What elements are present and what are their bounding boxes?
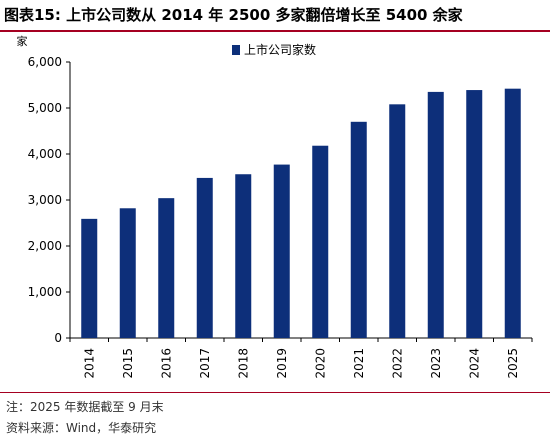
- legend-label: 上市公司家数: [244, 42, 316, 57]
- y-axis-unit-label: 家: [17, 34, 28, 48]
- bar-2020: [312, 145, 329, 338]
- x-tick-label: 2025: [506, 348, 520, 379]
- bar-2015: [119, 208, 136, 338]
- bar-2018: [235, 174, 252, 338]
- y-tick-label: 0: [54, 331, 62, 345]
- y-tick-label: 6,000: [28, 55, 62, 69]
- bar-chart: 家 0 1,000 2,000 3,000 4,000 5,000 6,000 2014 2015…: [17, 34, 533, 379]
- x-tick-label: 2024: [467, 348, 481, 379]
- chart-title: 图表15: 上市公司数从 2014 年 2500 多家翻倍增长至 5400 余家: [4, 6, 463, 24]
- y-tick-label: 3,000: [28, 193, 62, 207]
- y-tick-label: 4,000: [28, 147, 62, 161]
- footnote: 注：2025 年数据截至 9 月末: [6, 400, 164, 414]
- bar-2024: [466, 90, 483, 338]
- legend-swatch: [232, 45, 240, 55]
- bar-2019: [273, 164, 290, 338]
- bar-2021: [350, 121, 367, 338]
- title-divider: [0, 30, 550, 32]
- x-tick-label: 2019: [275, 348, 289, 379]
- footer-divider: [0, 392, 550, 393]
- x-tick-label: 2022: [390, 348, 404, 379]
- x-tick-label: 2021: [352, 348, 366, 379]
- bar-2014: [81, 218, 98, 338]
- bar-2022: [389, 104, 406, 338]
- bar-2023: [427, 91, 444, 339]
- x-tick-label: 2020: [313, 348, 327, 379]
- bar-2025: [504, 88, 521, 339]
- y-tick-label: 2,000: [28, 239, 62, 253]
- source-note: 资料来源：Wind，华泰研究: [6, 421, 157, 435]
- bar-2016: [158, 198, 175, 338]
- y-tick-label: 1,000: [28, 285, 62, 299]
- x-tick-label: 2023: [429, 348, 443, 379]
- y-tick-label: 5,000: [28, 101, 62, 115]
- x-tick-label: 2016: [159, 348, 173, 379]
- bar-2017: [196, 177, 213, 338]
- x-tick-label: 2015: [121, 348, 135, 379]
- x-tick-label: 2018: [236, 348, 250, 379]
- x-tick-label: 2014: [82, 348, 96, 379]
- x-tick-label: 2017: [198, 348, 212, 379]
